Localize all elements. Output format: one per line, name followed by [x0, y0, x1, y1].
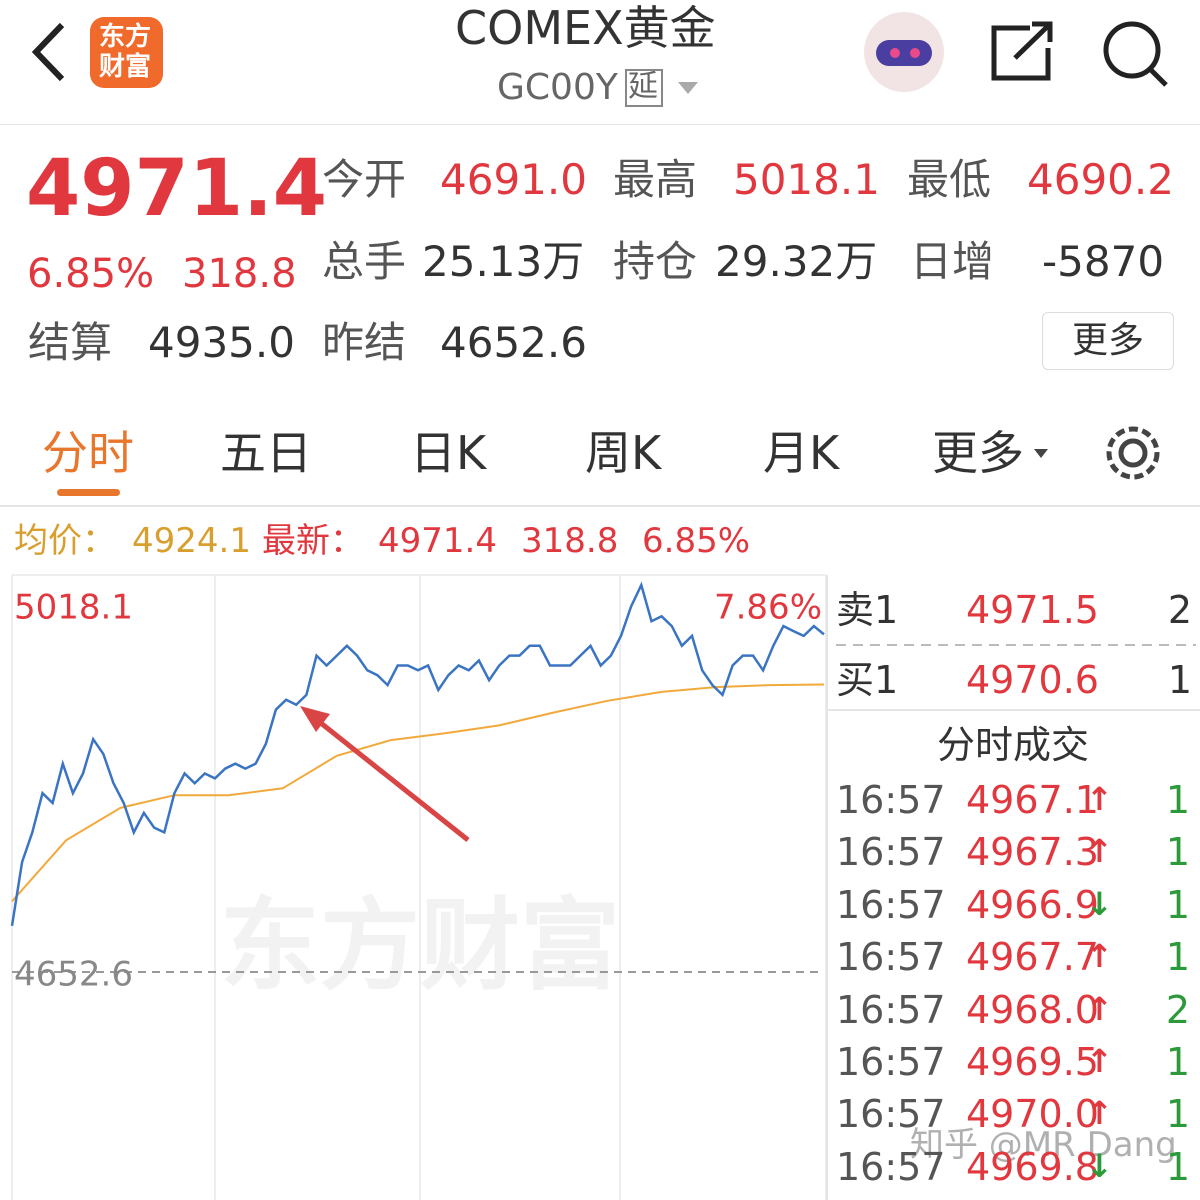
watermark: 知乎 @MR Dang: [910, 1125, 1177, 1165]
tab[interactable]: 五日: [220, 426, 312, 480]
trade-time: 16:57: [836, 1040, 946, 1084]
delay-badge: 延: [628, 69, 658, 104]
tab-indicator: [57, 489, 120, 496]
trade-dir: ↑: [1086, 989, 1113, 1028]
price-line: [11, 683, 825, 902]
field-value: 5018.1: [733, 155, 880, 204]
dropdown[interactable]: [678, 82, 698, 94]
book-volume: 2: [1167, 588, 1192, 632]
field-value: 4652.6: [440, 318, 587, 367]
watermark: 东方财富: [220, 887, 620, 1004]
logo-text: 东方: [99, 22, 152, 52]
tab[interactable]: 分时: [42, 426, 134, 480]
field-label: 结算: [28, 318, 113, 367]
logo-text: 财富: [99, 52, 152, 82]
trade-time: 16:57: [836, 987, 946, 1032]
field-value: 25.13万: [422, 237, 585, 286]
price-line: [10, 581, 825, 926]
trades-title: 分时成交: [937, 723, 1090, 767]
trade-time: 16:57: [836, 882, 946, 927]
trade-price: 4967.3: [966, 830, 1099, 875]
latest-change-pct: 6.85%: [642, 521, 751, 561]
change-pct: 6.85%: [27, 251, 155, 297]
annotation-arrow: [300, 706, 470, 842]
trade-volume: 1: [1165, 1092, 1190, 1137]
field-label: 今开: [322, 155, 407, 204]
book-price: 4971.5: [966, 588, 1099, 632]
trade-volume: 1: [1165, 1040, 1190, 1084]
title: COMEX黄金: [455, 1, 716, 55]
latest: 4971.4: [378, 521, 497, 561]
trade-time: 16:57: [836, 1144, 946, 1189]
y-tick-label: 5018.1: [14, 588, 133, 628]
tab[interactable]: 月K: [763, 426, 840, 480]
trade-price: 4968.0: [966, 987, 1099, 1032]
settings-button[interactable]: [1106, 426, 1160, 480]
field-label: 持仓: [613, 237, 698, 286]
y-tick-label: 4652.6: [14, 955, 133, 995]
field-value: 29.32万: [715, 237, 878, 286]
book-label: 卖1: [836, 588, 899, 632]
trade-volume: 2: [1165, 987, 1190, 1032]
trade-dir: ↓: [1086, 1146, 1113, 1185]
code: GC00Y: [497, 67, 618, 108]
trade-dir: ↑: [1086, 1094, 1113, 1133]
change: 318.8: [182, 251, 297, 297]
trade-volume: 1: [1165, 778, 1190, 822]
trade-volume: 1: [1165, 830, 1190, 875]
trade-price: 4966.9: [966, 882, 1099, 927]
field-value: -5870: [1042, 237, 1165, 286]
trade-price: 4970.0: [966, 1092, 1099, 1137]
field-value: 4691.0: [440, 155, 587, 204]
trade-dir: ↑: [1086, 1042, 1113, 1080]
search-button[interactable]: [1103, 21, 1168, 87]
trade-price: 4969.8: [966, 1144, 1099, 1189]
book-price: 4970.6: [966, 658, 1099, 702]
trade-price: 4969.5: [966, 1040, 1099, 1084]
latest-label: 最新：: [262, 521, 364, 561]
trade-dir: ↑: [1086, 832, 1113, 871]
field-value: 4935.0: [148, 318, 295, 367]
field-label: 日增: [910, 237, 995, 286]
field-label: 最低: [907, 155, 992, 204]
header-icons: [0, 12, 1200, 125]
field-value: 4690.2: [1027, 155, 1174, 204]
share-button[interactable]: [991, 21, 1053, 81]
trade-time: 16:57: [836, 778, 946, 822]
trade-time: 16:57: [836, 1092, 946, 1137]
trade-volume: 1: [1165, 935, 1190, 980]
trade-time: 16:57: [836, 830, 946, 875]
panel-lines: [826, 575, 1200, 1200]
avg-label: 均价：: [14, 521, 116, 561]
field-label: 总手: [322, 237, 407, 286]
intraday-chart: 东方财富 4652.6 5018.1 7.86%: [10, 574, 827, 1200]
field-label: 昨结: [322, 318, 407, 367]
book-volume: 1: [1167, 658, 1192, 702]
avg: 4924.1: [132, 521, 251, 561]
trade-volume: 1: [1165, 1144, 1190, 1189]
back-button[interactable]: [31, 22, 65, 82]
trade-volume: 1: [1165, 882, 1190, 927]
trade-dir: ↓: [1086, 884, 1113, 923]
tab-icons: [0, 426, 1200, 507]
trade-dir: ↑: [1086, 780, 1113, 818]
field-label: 最高: [613, 155, 698, 204]
more-button[interactable]: 更多: [1042, 312, 1174, 370]
tab[interactable]: 周K: [585, 426, 662, 480]
trade-dir: ↑: [1086, 937, 1113, 976]
logo[interactable]: [90, 17, 163, 88]
book-label: 买1: [836, 658, 899, 702]
trade-time: 16:57: [836, 935, 946, 980]
latest-change: 318.8: [521, 521, 619, 561]
tab[interactable]: 日K: [410, 426, 487, 480]
last-price: 4971.4: [26, 144, 327, 234]
trade-price: 4967.7: [966, 935, 1099, 980]
pct-label: 7.86%: [714, 588, 822, 628]
tab[interactable]: 更多: [932, 426, 1024, 480]
trade-price: 4967.1: [966, 778, 1099, 822]
